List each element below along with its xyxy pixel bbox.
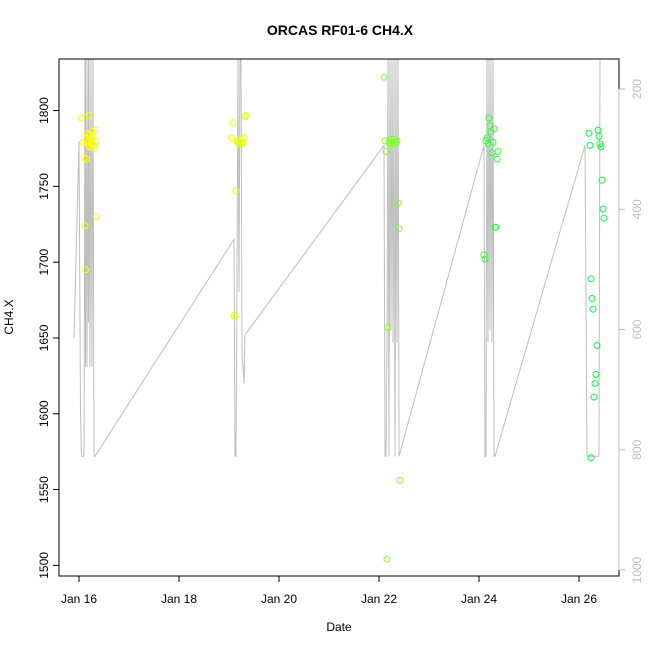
data-point xyxy=(78,114,85,122)
data-point xyxy=(82,266,89,274)
x-tick-label: Jan 20 xyxy=(261,592,297,606)
data-point xyxy=(393,137,401,145)
y-tick-label: 1650 xyxy=(37,324,51,351)
data-point xyxy=(229,119,237,127)
data-point xyxy=(599,205,607,213)
data-point xyxy=(589,305,597,313)
y-tick-label: 1750 xyxy=(37,173,51,200)
data-point xyxy=(394,199,402,207)
x-tick-label: Jan 16 xyxy=(61,592,97,606)
y-tick-label: 1600 xyxy=(37,400,51,427)
data-point xyxy=(83,155,90,163)
altitude-trace xyxy=(73,58,601,457)
data-point xyxy=(598,176,606,184)
x-tick-label: Jan 26 xyxy=(561,592,597,606)
y-axis: 1500 1550 1600 1650 1700 1750 1800 xyxy=(37,97,59,579)
data-point xyxy=(595,132,603,140)
data-point xyxy=(240,134,248,142)
data-point xyxy=(88,135,95,143)
data-point xyxy=(381,137,389,145)
data-point xyxy=(392,138,400,146)
data-point xyxy=(396,477,404,484)
data-point xyxy=(380,73,388,81)
data-points xyxy=(78,73,608,563)
chart-title: ORCAS RF01-6 CH4.X xyxy=(267,22,414,38)
y2-tick-label: 800 xyxy=(630,439,644,459)
data-point xyxy=(231,313,239,321)
y-tick-label: 1800 xyxy=(37,97,51,124)
data-point xyxy=(596,140,604,148)
data-point xyxy=(384,323,392,331)
x-tick-label: Jan 18 xyxy=(161,592,197,606)
data-point xyxy=(383,555,391,563)
data-point xyxy=(489,138,497,146)
data-point xyxy=(485,114,493,122)
data-point xyxy=(597,143,605,151)
data-point xyxy=(592,370,600,378)
data-point xyxy=(586,141,594,149)
x-tick-label: Jan 22 xyxy=(361,592,397,606)
data-point xyxy=(239,138,247,146)
altitude-trace-line xyxy=(73,58,601,457)
data-point xyxy=(232,187,240,195)
data-point xyxy=(238,140,246,148)
data-point xyxy=(587,275,595,283)
data-point xyxy=(588,295,596,302)
data-point xyxy=(493,155,501,163)
y-tick-label: 1500 xyxy=(37,552,51,579)
y2-tick-label: 1000 xyxy=(630,556,644,583)
data-point xyxy=(235,140,243,148)
data-point xyxy=(93,213,100,221)
data-point xyxy=(600,214,608,222)
data-point xyxy=(81,222,89,230)
data-point xyxy=(481,255,489,263)
data-point xyxy=(230,311,238,319)
data-point xyxy=(585,129,593,137)
data-point xyxy=(395,225,403,233)
data-point xyxy=(590,393,598,401)
data-point xyxy=(90,145,98,152)
data-point xyxy=(494,148,502,155)
data-point xyxy=(593,342,601,349)
x-axis-label: Date xyxy=(326,620,352,634)
data-point xyxy=(492,223,500,231)
data-point xyxy=(480,251,488,259)
data-point xyxy=(242,111,250,119)
x-tick-label: Jan 24 xyxy=(461,592,497,606)
data-point xyxy=(85,111,93,119)
data-point xyxy=(490,125,498,133)
y2-tick-label: 400 xyxy=(630,199,644,219)
data-point xyxy=(91,126,99,134)
data-point xyxy=(587,454,595,462)
data-point xyxy=(591,380,599,387)
y-tick-label: 1550 xyxy=(37,476,51,503)
y-axis-label: CH4.X xyxy=(2,299,16,334)
y2-tick-label: 200 xyxy=(630,79,644,99)
data-point xyxy=(484,140,492,148)
data-point xyxy=(92,137,100,145)
data-point xyxy=(241,113,249,121)
data-point xyxy=(228,134,235,142)
data-point xyxy=(382,148,390,155)
y-tick-label: 1700 xyxy=(37,248,51,275)
secondary-y-axis: 200 400 600 800 1000 xyxy=(618,79,644,583)
x-axis: Jan 16 Jan 18 Jan 20 Jan 22 Jan 24 Jan 26 xyxy=(61,576,597,606)
y2-tick-label: 600 xyxy=(630,319,644,339)
data-point xyxy=(389,138,397,146)
